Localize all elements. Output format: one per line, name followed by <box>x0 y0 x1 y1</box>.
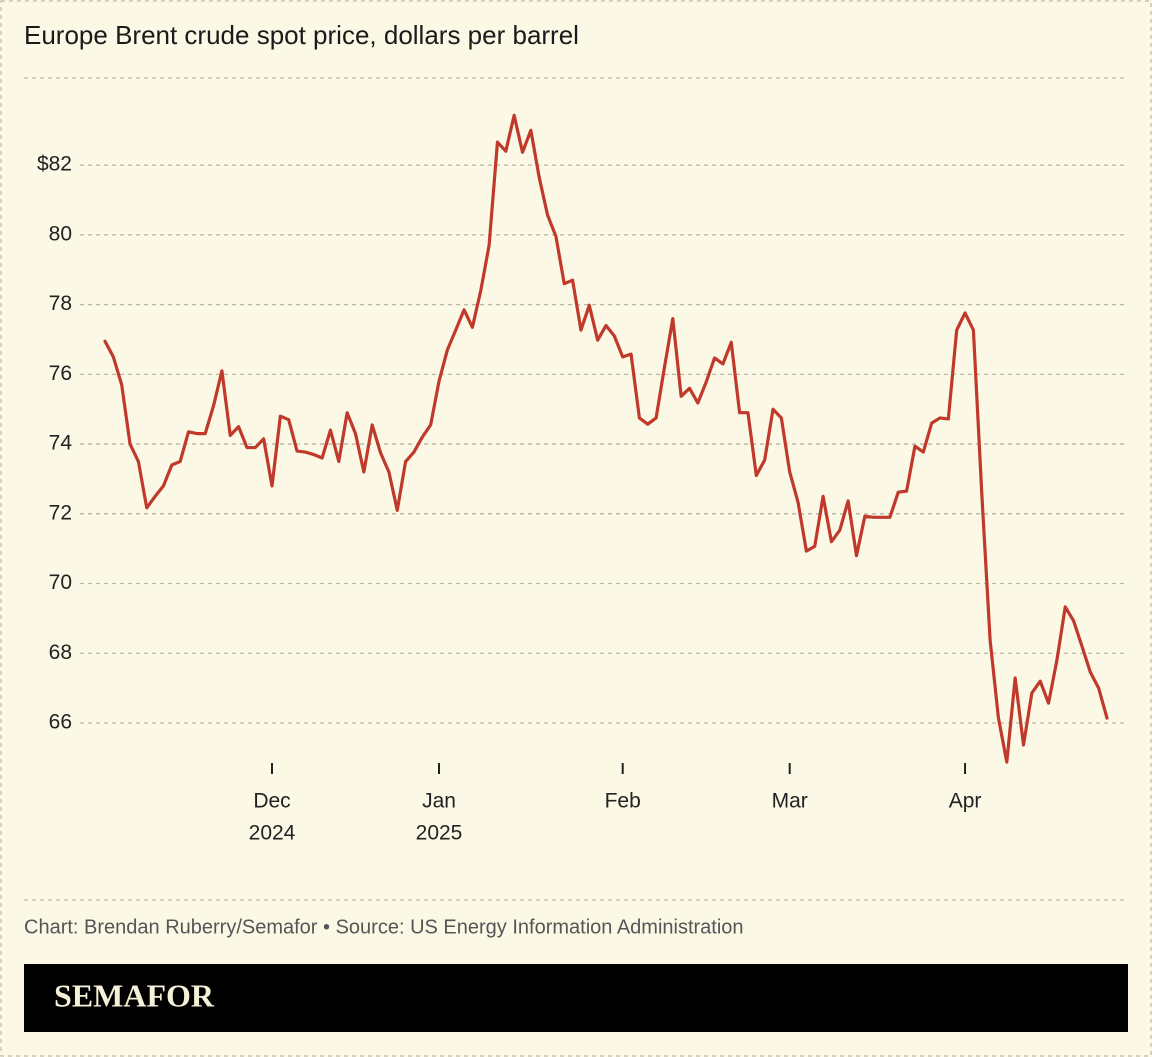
y-tick-label: 74 <box>49 432 73 455</box>
chart-title: Europe Brent crude spot price, dollars p… <box>24 20 579 50</box>
x-tick-label: Mar <box>772 790 808 813</box>
y-tick-label: 70 <box>49 571 72 594</box>
brand-bar <box>24 964 1128 1032</box>
x-tick-label: Feb <box>605 790 641 813</box>
plot: 66 68 70 72 74 76 78 80 $82 Dec 2024 Jan 2025 Feb Mar A… <box>37 113 1128 845</box>
x-tick-year: 2024 <box>249 822 296 845</box>
y-tick-label: 78 <box>49 292 72 315</box>
x-tick-year: 2025 <box>416 822 463 845</box>
x-tick-label: Apr <box>949 790 982 813</box>
source: Chart: Brendan Ruberry/Semafor • Source:… <box>24 916 744 938</box>
y-tick-label: 68 <box>49 641 72 664</box>
y-tick-label: $82 <box>37 153 72 176</box>
x-tick-label: Dec <box>253 790 290 813</box>
y-tick-label: 66 <box>49 711 72 734</box>
price-line <box>103 113 1109 764</box>
brand: SEMAFOR <box>54 977 215 1013</box>
y-tick-label: 72 <box>49 501 72 524</box>
x-tick-label: Jan <box>422 790 456 813</box>
y-tick-label: 76 <box>49 362 72 385</box>
y-tick-label: 80 <box>49 222 72 245</box>
